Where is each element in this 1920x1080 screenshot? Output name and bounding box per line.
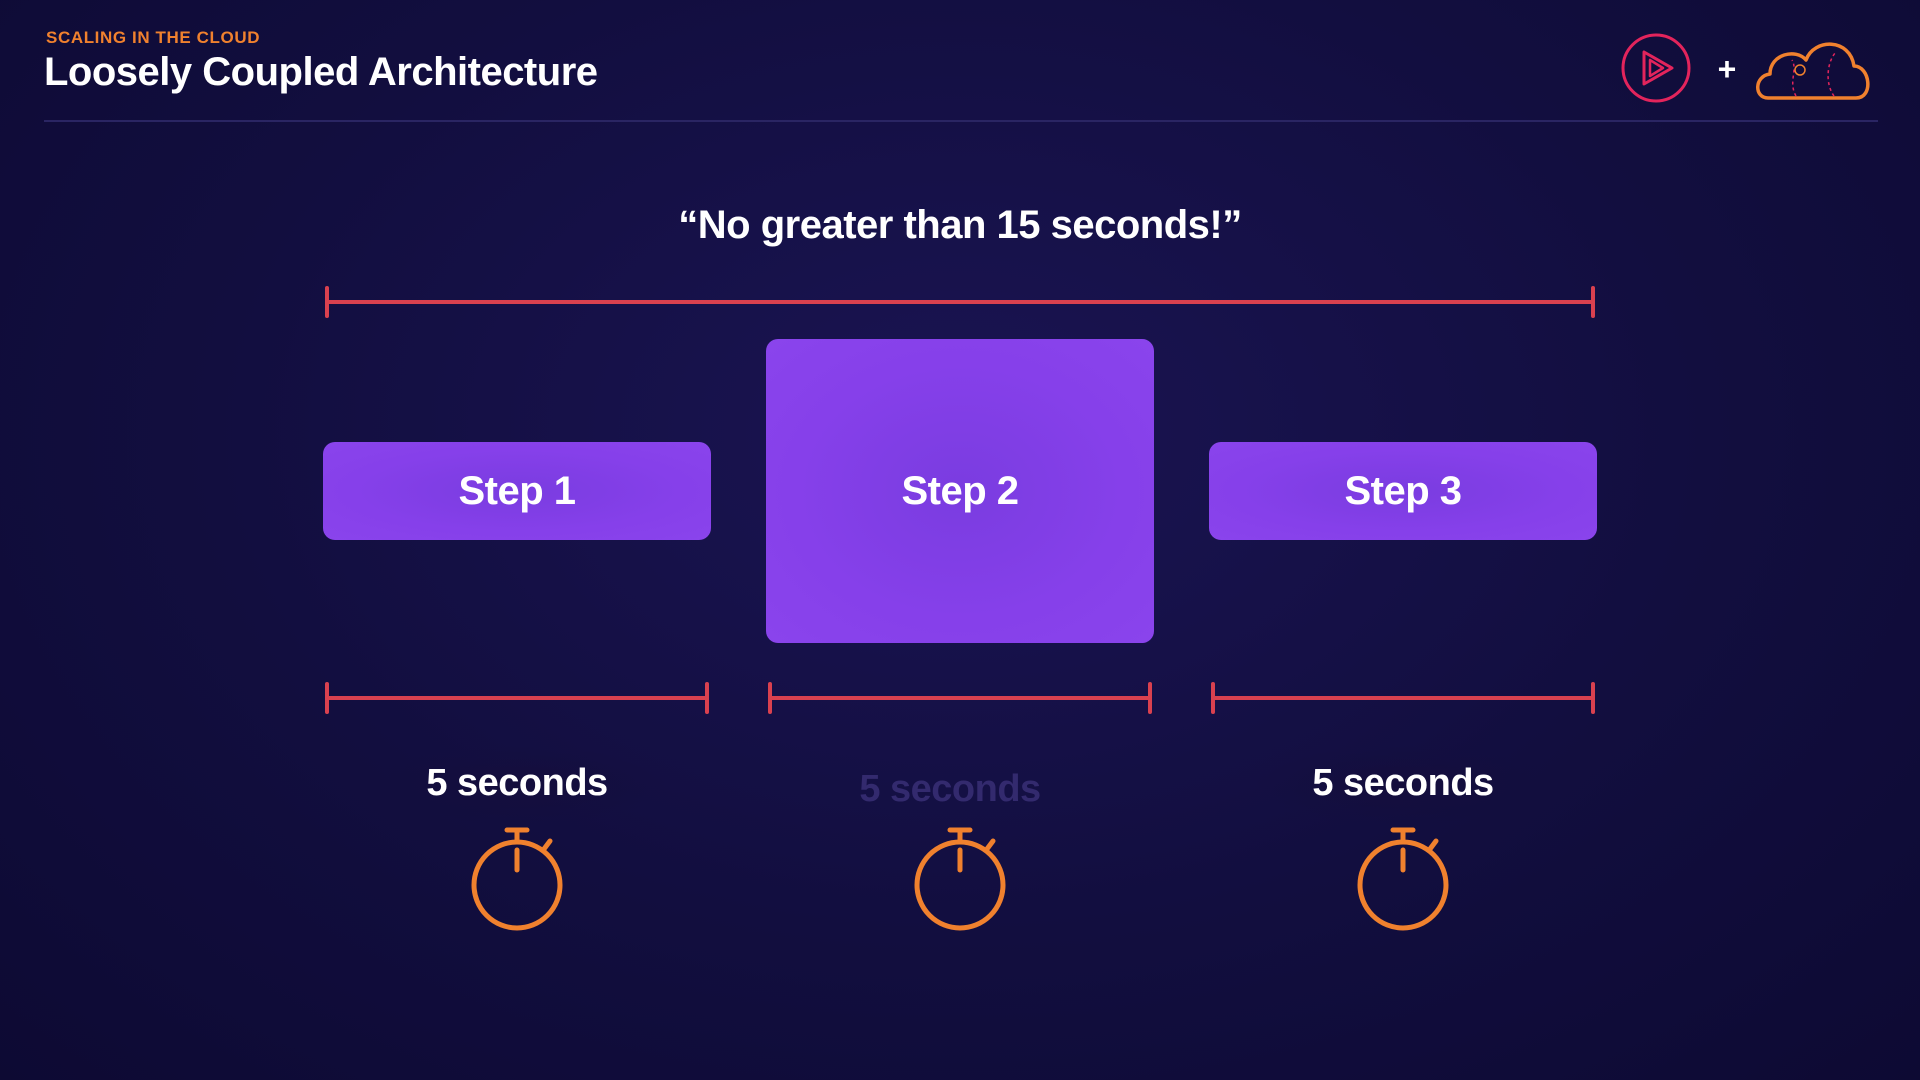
- slide-header: SCALING IN THE CLOUD Loosely Coupled Arc…: [0, 0, 1920, 130]
- step-3-duration: 5 seconds: [1312, 762, 1494, 804]
- brand-logos: +: [1621, 33, 1870, 103]
- requirement-quote: “No greater than 15 seconds!”: [678, 203, 1242, 247]
- cloud-icon: [1756, 42, 1870, 100]
- stopwatch-icon: [914, 827, 1006, 931]
- step-2-box: Step 2: [766, 339, 1154, 643]
- stopwatch-icon: [471, 827, 563, 931]
- step3-duration-shadow: [1253, 745, 1553, 825]
- header-divider: [44, 120, 1878, 122]
- total-duration-bracket: [325, 286, 1595, 318]
- step-1-box: Step 1: [323, 442, 711, 540]
- section-label: SCALING IN THE CLOUD: [46, 28, 261, 47]
- step-2-duration: 5 seconds: [859, 768, 1041, 810]
- play-circle-icon: [1621, 33, 1691, 103]
- step-3-box: Step 3: [1209, 442, 1597, 540]
- plus-sign: +: [1718, 51, 1737, 87]
- step1-duration-shadow: [367, 745, 667, 825]
- step-1-duration: 5 seconds: [426, 762, 608, 804]
- step3-duration-bracket: [1211, 682, 1595, 714]
- slide-title: Loosely Coupled Architecture: [44, 50, 598, 94]
- step2-duration-bracket: [768, 682, 1152, 714]
- stopwatch-icon: [1357, 827, 1449, 931]
- step1-duration-bracket: [325, 682, 709, 714]
